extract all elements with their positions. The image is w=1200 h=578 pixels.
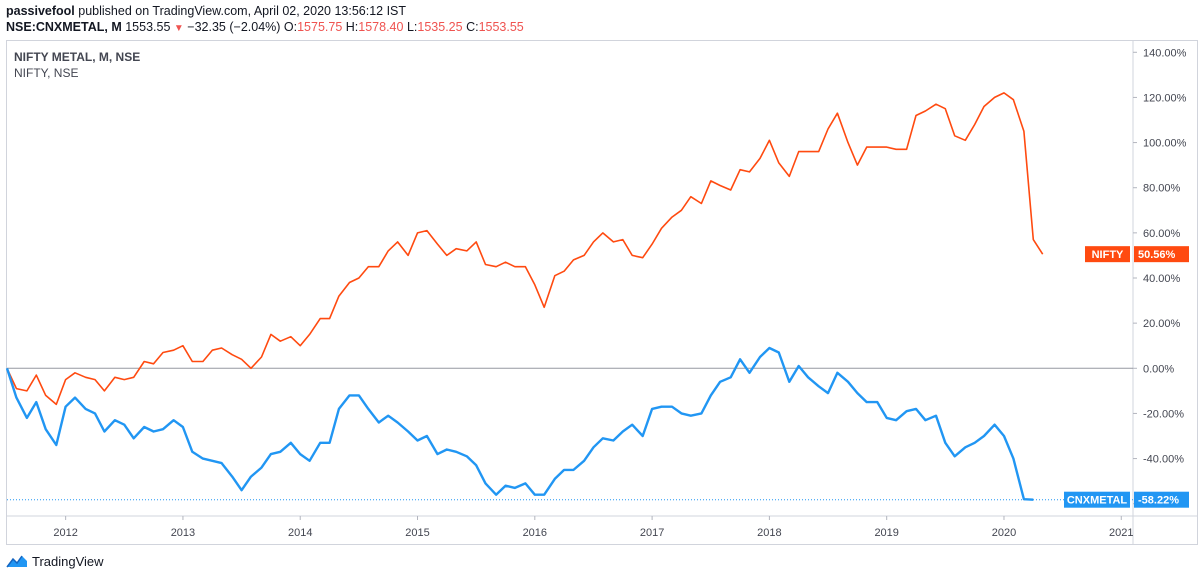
series-line-nifty [6,92,1044,406]
x-tick-label: 2021 [1109,527,1133,539]
low-label: L: [406,20,418,34]
series-value-tag-bg [1134,491,1189,508]
x-tick-label: 2015 [405,527,429,539]
x-tick-label: 2016 [523,527,547,539]
x-tick-label: 2013 [171,527,195,539]
y-tick-label: 0.00% [1143,363,1174,375]
x-tick-label: 2014 [288,527,312,539]
y-tick-label: 100.00% [1143,138,1187,150]
x-tick-label: 2012 [53,527,77,539]
main-series-legend[interactable]: NIFTY METAL, M, NSE [14,50,141,64]
down-arrow-icon: ▼ [173,23,184,34]
open-value: 1575.75 [297,20,343,34]
publish-line: passivefool published on TradingView.com… [6,4,406,18]
brand-label: TradingView [32,553,104,569]
series-value-tag-bg [1134,246,1189,263]
compare-series-legend[interactable]: NIFTY, NSE [14,66,79,80]
symbol-label: NSE:CNXMETAL, M [6,20,122,34]
x-tick-label: 2017 [640,527,664,539]
y-tick-label: 60.00% [1143,228,1181,240]
low-value: 1535.25 [417,20,463,34]
series-line-cnxmetal [5,346,1034,501]
high-value: 1578.40 [358,20,404,34]
x-tick-label: 2019 [874,527,898,539]
y-tick-label: -20.00% [1143,408,1184,420]
x-tick-label: 2018 [757,527,781,539]
y-tick-label: 40.00% [1143,273,1181,285]
y-tick-label: -40.00% [1143,454,1184,466]
series-value-tag: -58.22% [1138,495,1179,507]
series-name-tag: NIFTY [1092,249,1124,261]
x-tick-label: 2020 [992,527,1016,539]
y-tick-label: 140.00% [1143,47,1187,59]
open-label: O: [283,20,298,34]
series-name-tag: CNXMETAL [1067,495,1128,507]
ohlc-line: NSE:CNXMETAL, M 1553.55 ▼ −32.35 (−2.04%… [6,20,524,34]
tradingview-brand[interactable]: TradingView [6,553,104,569]
high-label: H: [345,20,359,34]
chart-frame [6,40,1198,545]
series-name-tag-bg [1085,246,1130,263]
author-name[interactable]: passivefool [6,4,75,18]
y-tick-label: 80.00% [1143,183,1181,195]
series-value-tag: 50.56% [1138,249,1176,261]
price-change: −32.35 (−2.04%) [187,20,281,34]
last-price: 1553.55 [125,20,171,34]
y-tick-label: 120.00% [1143,92,1187,104]
tradingview-logo-icon [6,555,27,568]
close-label: C: [466,20,479,34]
published-text: published on TradingView.com, April 02, … [78,4,407,18]
y-tick-label: 20.00% [1143,318,1181,330]
close-value: 1553.55 [478,20,524,34]
series-name-tag-bg [1064,491,1130,508]
